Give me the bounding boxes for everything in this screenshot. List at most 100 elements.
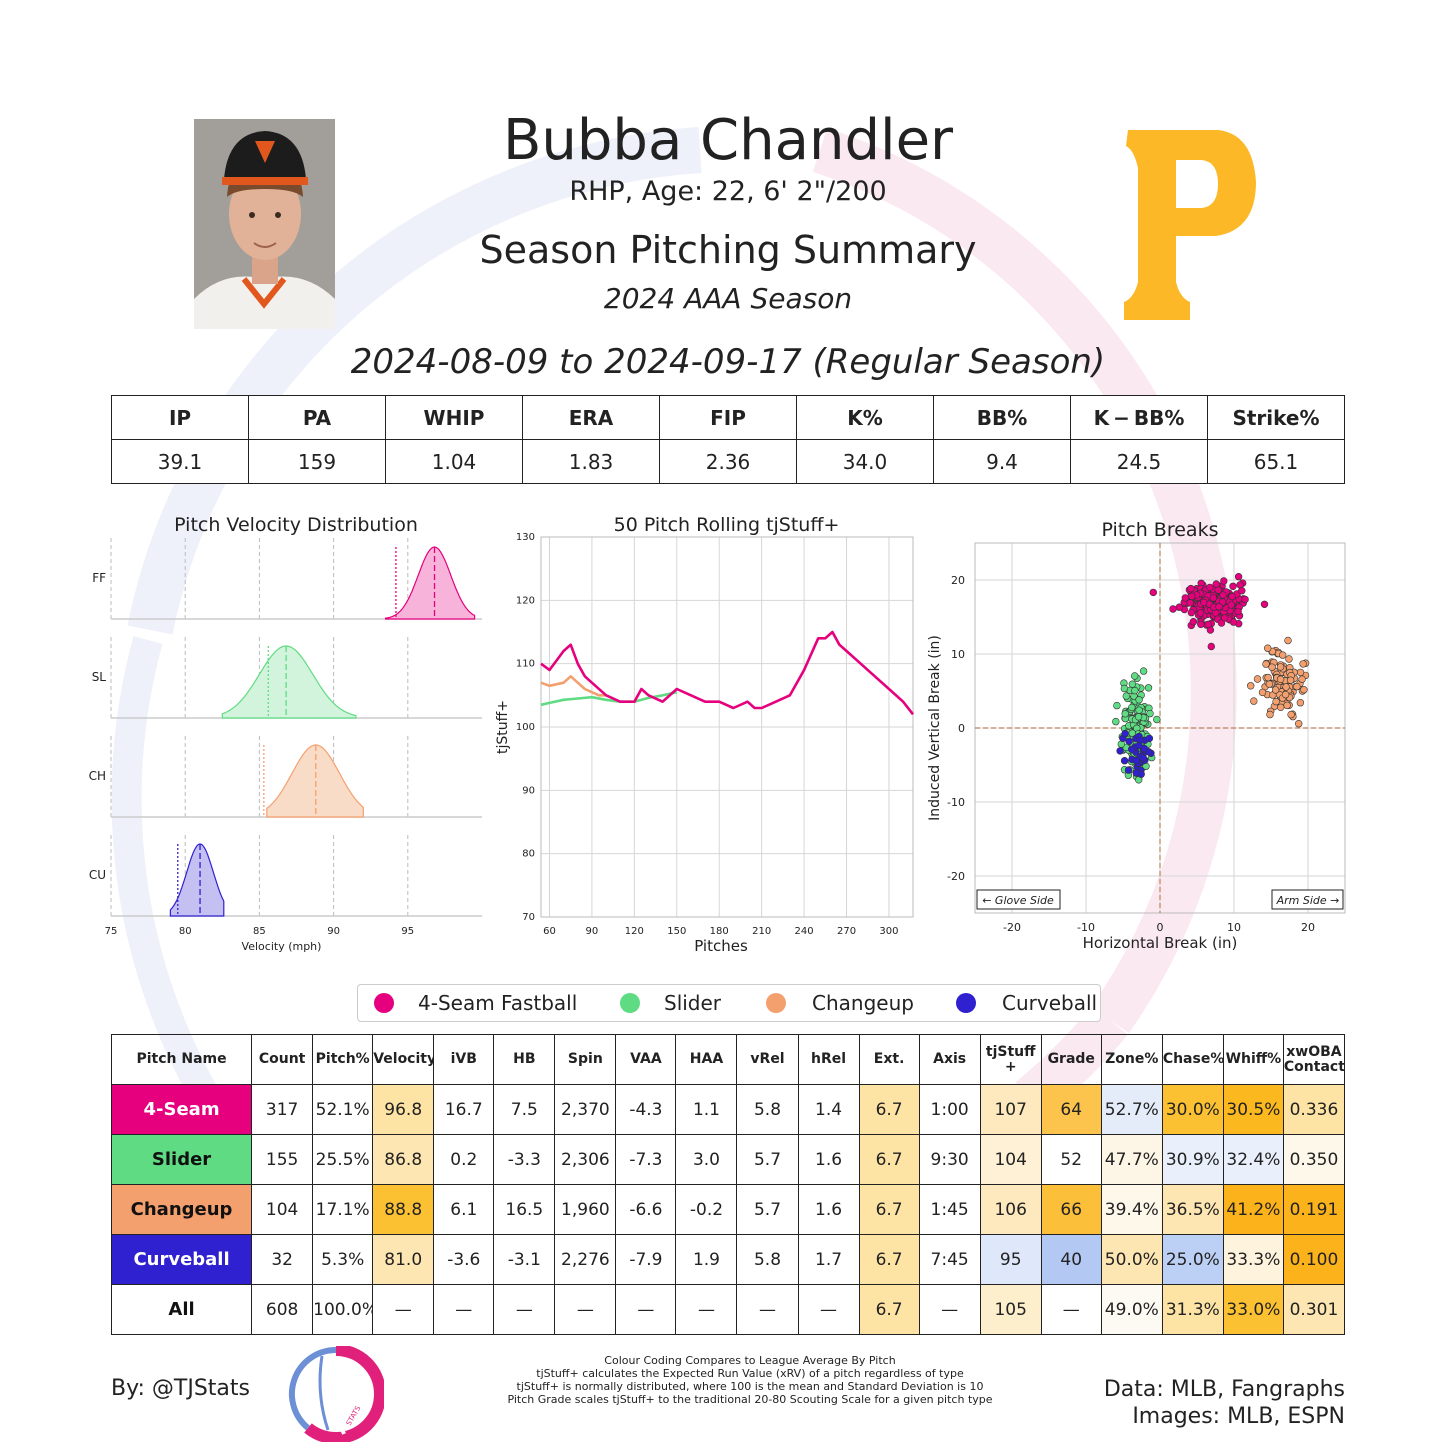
break-point [1135, 706, 1143, 714]
pitch-row: Curveball 32 5.3% 81.0 -3.6 -3.1 2,276 -7.9 1.9 5… [110, 1234, 1346, 1285]
pitch-metric-cell: 52.1% [312, 1084, 374, 1135]
images-source: Images: MLB, ESPN [1132, 1404, 1345, 1429]
legend-label: Slider [664, 991, 722, 1015]
pitch-metric-cell: 0.100 [1282, 1234, 1346, 1285]
break-point [1188, 592, 1196, 600]
break-point [1128, 680, 1137, 688]
break-point [1282, 683, 1290, 691]
break-point [1196, 609, 1205, 617]
break-point [1169, 605, 1177, 613]
break-point [1300, 686, 1308, 694]
pitch-table-header-cell: Count [251, 1034, 314, 1085]
pitch-row-label: FF [92, 571, 106, 585]
pitch-metric-cell: 16.5 [493, 1184, 556, 1235]
pitch-metric-cell: 88.8 [372, 1184, 435, 1235]
break-point [1220, 577, 1228, 585]
break-point [1268, 663, 1276, 671]
player-name: Bubba Chandler [502, 108, 954, 173]
pitch-metric-cell: 31.3% [1161, 1284, 1224, 1335]
pitch-metric-cell: 50.0% [1100, 1234, 1163, 1285]
break-point [1296, 668, 1305, 677]
break-point [1284, 636, 1292, 645]
pitch-metric-cell: 0.301 [1282, 1284, 1346, 1335]
pitch-metric-cell: 155 [251, 1134, 314, 1185]
break-point [1260, 600, 1269, 609]
pitch-metric-cell: 25.0% [1161, 1234, 1224, 1285]
pitch-row: Changeup 104 17.1% 88.8 6.1 16.5 1,960 -6.6 -0.2… [110, 1184, 1346, 1235]
pitch-metric-cell: 106 [979, 1184, 1042, 1235]
pitch-metric-cell: 5.7 [736, 1184, 799, 1235]
pitch-metric-cell: 6.7 [858, 1234, 920, 1285]
pitch-metric-cell: 1.6 [797, 1184, 860, 1235]
pitch-metric-cell: 16.7 [433, 1084, 495, 1135]
pitch-metric-cell: 40 [1040, 1234, 1102, 1285]
pitch-metric-cell: 0.336 [1282, 1084, 1346, 1135]
pitch-metric-cell: — [918, 1284, 981, 1335]
y-tick-label: 70 [522, 912, 535, 923]
break-point [1281, 690, 1290, 699]
velocity-distribution-chart: FF SL CH CU 75 80 85 90 95 Velocity (mph) [89, 538, 482, 953]
break-point [1189, 617, 1198, 626]
pitch-metric-cell: 2,276 [554, 1234, 617, 1285]
y-tick-label: 20 [951, 574, 965, 587]
break-point [1112, 717, 1120, 726]
pitch-table-header-cell: vRel [736, 1034, 799, 1085]
data-source: Data: MLB, Fangraphs [1103, 1377, 1345, 1402]
break-point [1131, 672, 1139, 680]
pitch-metric-cell: 33.3% [1222, 1234, 1284, 1285]
stat-header: WHIP [385, 395, 523, 440]
break-point [1286, 676, 1295, 684]
x-tick-label: 75 [105, 926, 118, 937]
break-point [1134, 713, 1143, 721]
legend-marker [956, 993, 976, 1013]
x-tick-label: 20 [1301, 921, 1315, 934]
pitch-metric-cell: 105 [979, 1284, 1042, 1335]
pitch-metric-cell: — [797, 1284, 860, 1335]
x-axis-label: Velocity (mph) [242, 940, 322, 953]
stat-header: K% [796, 395, 934, 440]
pitch-metric-cell: — [675, 1284, 738, 1335]
rolling-chart-title: 50 Pitch Rolling tjStuff+ [613, 514, 840, 536]
break-point [1283, 701, 1291, 710]
pitch-metric-cell: 95 [979, 1234, 1042, 1285]
x-axis-label: Pitches [694, 937, 748, 955]
break-point [1120, 757, 1129, 765]
y-tick-label: 10 [951, 648, 965, 661]
legend-marker [766, 993, 786, 1013]
pitch-metric-cell: — [372, 1284, 435, 1335]
break-point [1146, 709, 1154, 718]
pitch-metric-cell: 32 [251, 1234, 314, 1285]
x-tick-label: 300 [879, 926, 898, 937]
footer-note: tjStuff+ is normally distributed, where … [516, 1380, 984, 1393]
break-point [1227, 601, 1235, 609]
density-ff [384, 546, 476, 620]
stat-value: 24.5 [1070, 439, 1208, 484]
stat-value: 1.83 [522, 439, 660, 484]
pitch-metric-cell: 5.3% [312, 1234, 374, 1285]
break-point [1234, 572, 1243, 581]
x-tick-label: 270 [837, 926, 856, 937]
break-point [1121, 710, 1129, 718]
pitch-table-header-cell: Ext. [858, 1034, 920, 1085]
break-point [1229, 582, 1237, 590]
x-tick-label: 10 [1227, 921, 1241, 934]
pitch-metric-cell: 96.8 [372, 1084, 435, 1135]
pitch-row: Slider 155 25.5% 86.8 0.2 -3.3 2,306 -7.3 3.0 5.7… [110, 1134, 1346, 1185]
pitch-metric-cell: 1:45 [918, 1184, 981, 1235]
pitch-metric-cell: -6.6 [615, 1184, 677, 1235]
footer-notes: Colour Coding Compares to League Average… [440, 1354, 1060, 1406]
pitch-table-header: Pitch Name Count Pitch% Velocity iVB HB Spin VA… [110, 1034, 1346, 1085]
footer-note: Colour Coding Compares to League Average… [604, 1354, 896, 1367]
y-tick-label: 90 [522, 785, 535, 796]
break-point [1250, 697, 1258, 705]
pitch-table-header-cell: Chase% [1161, 1034, 1224, 1085]
footer-note: tjStuff+ calculates the Expected Run Val… [536, 1367, 964, 1380]
stat-header: Strike% [1207, 395, 1345, 440]
break-point [1120, 684, 1129, 693]
arm-side-annotation: Arm Side → [1271, 889, 1344, 910]
break-point [1276, 675, 1285, 684]
pitch-metric-cell: 6.7 [858, 1134, 920, 1185]
break-point [1139, 667, 1148, 675]
date-range: 2024-08-09 to 2024-09-17 (Regular Season… [350, 342, 1106, 382]
break-point [1264, 673, 1272, 682]
